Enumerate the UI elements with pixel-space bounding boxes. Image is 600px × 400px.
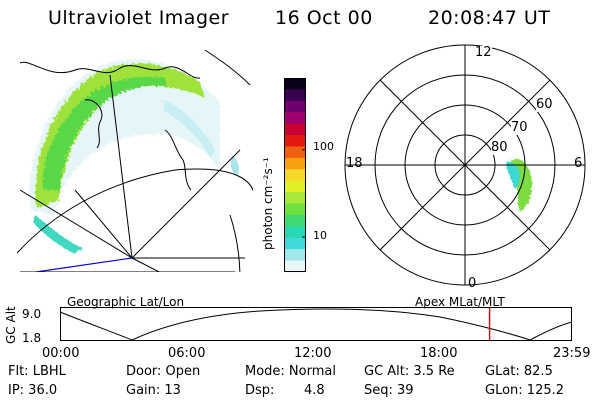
colorbar-band: [284, 214, 306, 227]
mlt-label-0: 0: [468, 276, 477, 291]
intensity-colorbar: [284, 78, 306, 273]
time-readout: 20:08:47 UT: [428, 7, 551, 29]
colorbar-band: [284, 89, 306, 102]
mlat-label-70: 70: [511, 120, 528, 135]
timeline-xtick-0000: 00:00: [42, 346, 80, 361]
mlt-label-6: 6: [574, 156, 583, 171]
status-flt: Flt: LBHL: [8, 364, 66, 379]
status-glon: GLon: 125.2: [485, 383, 565, 398]
colorbar-band: [284, 192, 306, 205]
status-dsp-value: 4.8: [304, 383, 325, 398]
altitude-timeline: [59, 307, 573, 341]
timeline-xtick-1800: 18:00: [420, 346, 458, 361]
timeline-axis-label: GC Alt: [4, 306, 18, 344]
colorbar-unit-label: photon cm⁻²s⁻¹: [261, 157, 275, 250]
timeline-ytick-min: 1.8: [22, 331, 42, 345]
status-gain: Gain: 13: [126, 383, 181, 398]
status-ip: IP: 36.0: [8, 383, 58, 398]
geo-panel-label: Geographic Lat/Lon: [67, 295, 185, 309]
status-seq: Seq: 39: [364, 383, 414, 398]
status-glat: GLat: 82.5: [485, 364, 553, 379]
colorbar-band: [284, 157, 306, 170]
colorbar-band: [284, 169, 306, 182]
geographic-image: [17, 49, 253, 272]
colorbar-band: [284, 112, 306, 125]
colorbar-band: [284, 100, 306, 113]
timeline-ytick-max: 9.0: [22, 307, 42, 321]
colorbar-tick-100: 100: [313, 140, 334, 153]
mlat-label-80: 80: [491, 140, 508, 155]
colorbar-band: [284, 180, 306, 193]
polar-plot: [344, 44, 586, 286]
colorbar-band: [284, 237, 306, 250]
colorbar-tick-10: 10: [313, 229, 327, 242]
timeline-xtick-1200: 12:00: [294, 346, 332, 361]
colorbar-border: [284, 78, 306, 272]
status-door: Door: Open: [126, 364, 201, 379]
instrument-title: Ultraviolet Imager: [48, 7, 230, 29]
status-mode: Mode: Normal: [245, 364, 336, 379]
colorbar-band: [284, 226, 306, 239]
status-dsp-label: Dsp:: [245, 383, 275, 398]
date-readout: 16 Oct 00: [275, 7, 373, 29]
timeline-xtick-0600: 06:00: [168, 346, 206, 361]
colorbar-band: [284, 135, 306, 147]
colorbar-band: [284, 249, 306, 262]
colorbar-band: [284, 203, 306, 216]
polar-panel-label: Apex MLat/MLT: [415, 295, 505, 309]
mlat-label-60: 60: [536, 97, 553, 112]
timeline-xtick-2359: 23:59: [553, 346, 591, 361]
colorbar-band: [284, 78, 306, 90]
status-gc-alt: GC Alt: 3.5 Re: [364, 364, 455, 379]
colorbar-band: [284, 260, 306, 273]
colorbar-band: [284, 146, 306, 159]
colorbar-band: [284, 123, 306, 136]
mlt-label-18: 18: [346, 156, 363, 171]
mlt-label-12: 12: [475, 45, 492, 60]
